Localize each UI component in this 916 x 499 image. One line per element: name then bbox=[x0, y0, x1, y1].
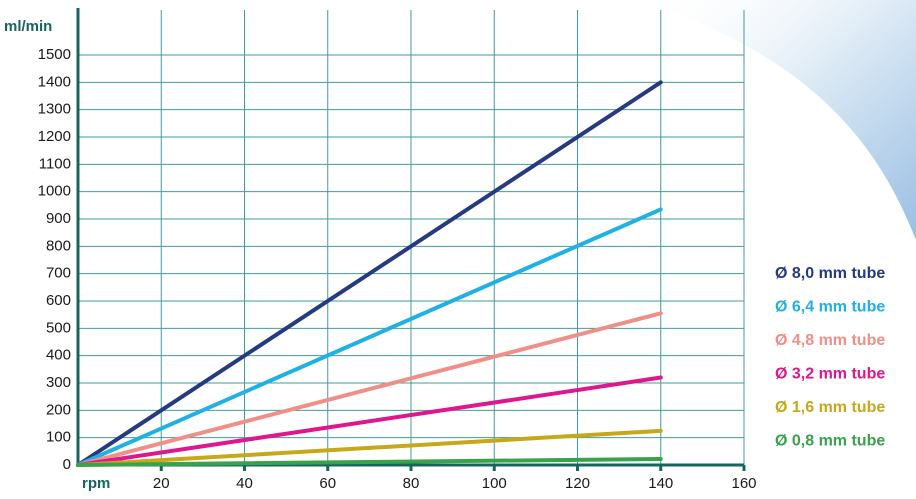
x-tick-label: 80 bbox=[403, 475, 420, 492]
y-tick-label: 1200 bbox=[38, 128, 71, 145]
y-tick-label: 1500 bbox=[38, 46, 71, 63]
legend-entry: Ø 0,8 mm tube bbox=[775, 433, 885, 450]
series-line bbox=[76, 428, 663, 467]
series-line bbox=[76, 375, 663, 467]
x-tick-label: 120 bbox=[565, 475, 590, 492]
y-tick-label: 500 bbox=[46, 319, 71, 336]
y-axis-label: ml/min bbox=[4, 18, 52, 35]
x-tick-label: 100 bbox=[482, 475, 507, 492]
series-line bbox=[76, 80, 663, 467]
legend-entry: Ø 4,8 mm tube bbox=[775, 332, 885, 349]
x-tick-label: 60 bbox=[319, 475, 336, 492]
y-tick-label: 1400 bbox=[38, 73, 71, 90]
legend-entry: Ø 8,0 mm tube bbox=[775, 265, 885, 282]
legend-entry: Ø 3,2 mm tube bbox=[775, 366, 885, 383]
decoration bbox=[640, 0, 916, 240]
y-tick-label: 800 bbox=[46, 237, 71, 254]
legend-entry: Ø 1,6 mm tube bbox=[775, 399, 885, 416]
x-tick-label: 20 bbox=[153, 475, 170, 492]
series-line bbox=[76, 207, 663, 467]
series-line bbox=[76, 311, 663, 467]
y-tick-label: 0 bbox=[63, 456, 71, 473]
y-tick-label: 700 bbox=[46, 265, 71, 282]
x-tick-label: 140 bbox=[648, 475, 673, 492]
plot-area: 0 100 200 300 400 500 600 700 800 900 1000 1100 1200… bbox=[38, 8, 757, 492]
y-tick-label: 600 bbox=[46, 292, 71, 309]
x-tick-label: 40 bbox=[236, 475, 253, 492]
y-tick-label: 300 bbox=[46, 374, 71, 391]
y-tick-label: 900 bbox=[46, 210, 71, 227]
y-tick-label: 100 bbox=[46, 429, 71, 446]
y-tick-label: 400 bbox=[46, 347, 71, 364]
y-tick-label: 1100 bbox=[39, 155, 71, 172]
y-tick-label: 200 bbox=[46, 401, 71, 418]
y-tick-label: 1000 bbox=[38, 183, 71, 200]
x-axis-label: rpm bbox=[82, 475, 110, 492]
legend-entry: Ø 6,4 mm tube bbox=[775, 299, 885, 316]
y-tick-label: 1300 bbox=[38, 101, 71, 118]
series-line bbox=[76, 456, 663, 467]
x-tick-label: 160 bbox=[731, 475, 756, 492]
